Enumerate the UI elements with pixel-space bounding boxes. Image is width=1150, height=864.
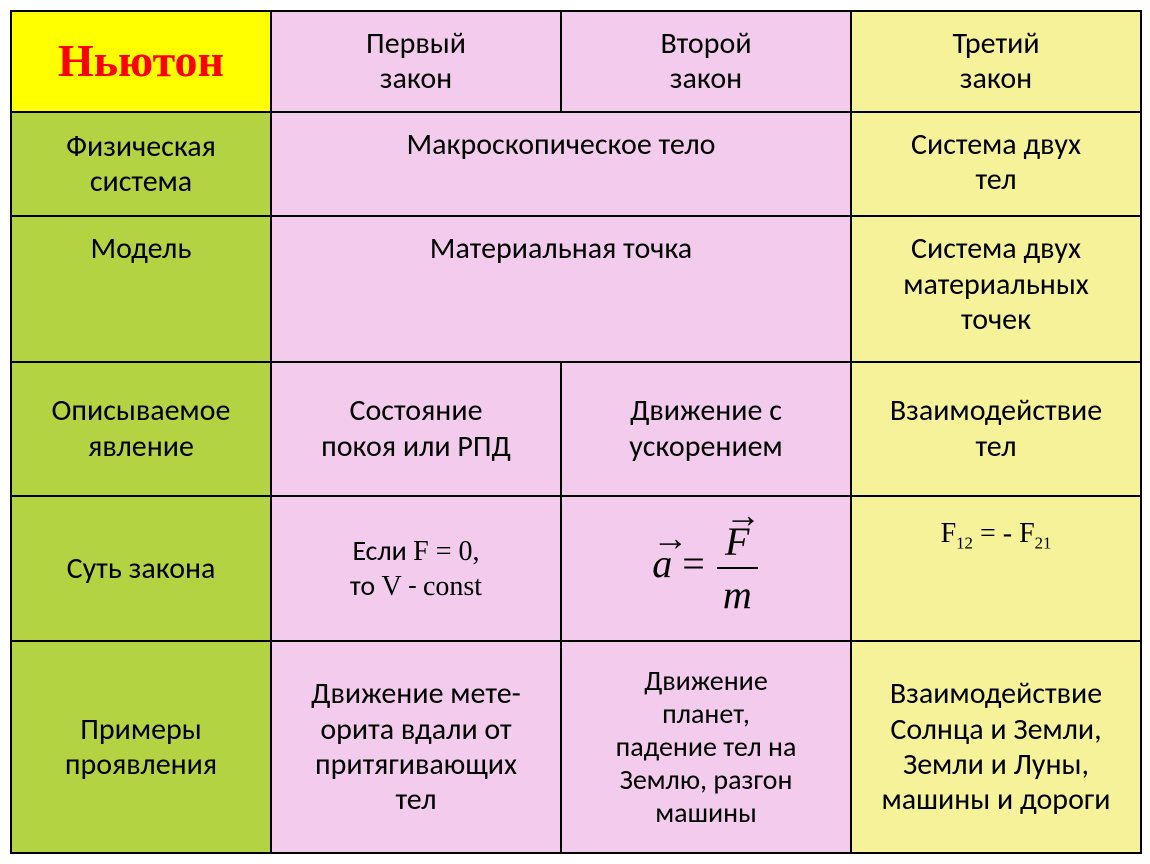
row-label-phenomenon: Описываемое явление <box>11 362 271 496</box>
vector-F: →F <box>725 518 749 565</box>
text: Физическая <box>66 128 216 165</box>
numerator: →F <box>717 518 758 567</box>
row-label-model: Модель <box>11 216 271 361</box>
cell-macroscopic-body: Макроскопическое тело <box>271 112 851 217</box>
cell-material-point: Материальная точка <box>271 216 851 361</box>
fraction: →Fm <box>715 518 760 618</box>
cell-two-material-points: Система двух материальных точек <box>851 216 1141 361</box>
subscript: 12 <box>956 533 973 552</box>
text: - <box>402 568 423 603</box>
formula-line: Если F = 0, <box>352 533 479 568</box>
table-row: Физическая система Макроскопическое тело… <box>11 112 1141 217</box>
row-label-physical-system: Физическая система <box>11 112 271 217</box>
text: Движение мете- <box>311 675 521 712</box>
row-label-essence: Суть закона <box>11 496 271 641</box>
text: Второй <box>660 25 751 62</box>
header-third-law: Третий закон <box>851 11 1141 112</box>
table-row: Примеры проявления Движение мете- орита … <box>11 641 1141 853</box>
text: планет, <box>662 696 750 731</box>
text: покоя или РПД <box>321 428 511 465</box>
text: Взаимодействие <box>890 392 1102 429</box>
math: = - <box>973 518 1019 549</box>
text: точек <box>961 301 1031 338</box>
text: Система двух <box>911 230 1081 267</box>
cell-example-third-law: Взаимодействие Солнца и Земли, Земли и Л… <box>851 641 1141 853</box>
table-title: Ньютон <box>58 35 224 86</box>
text: Материальная точка <box>430 230 692 267</box>
text: то <box>350 568 382 603</box>
table-title-cell: Ньютон <box>11 11 271 112</box>
text: Состояние <box>349 392 482 429</box>
text: падение тел на <box>616 729 797 764</box>
math: F <box>941 518 957 549</box>
text: Примеры <box>80 711 202 748</box>
text: закон <box>670 60 742 97</box>
text: машины и дороги <box>882 781 1111 818</box>
text: ускорением <box>629 428 782 465</box>
text: Если <box>352 533 413 568</box>
cell-first-law-formula: Если F = 0, то V - const <box>271 496 561 641</box>
text: Суть закона <box>67 550 216 587</box>
text: Модель <box>91 230 192 267</box>
cell-example-second-law: Движение планет, падение тел на Землю, р… <box>561 641 851 853</box>
math: F = 0, <box>413 536 479 567</box>
text: Макроскопическое тело <box>407 126 716 163</box>
text: закон <box>380 60 452 97</box>
cell-interaction: Взаимодействие тел <box>851 362 1141 496</box>
cell-two-bodies: Система двух тел <box>851 112 1141 217</box>
text: Землю, разгон <box>620 762 793 797</box>
text: притягивающих <box>315 746 517 783</box>
text: Движение <box>644 663 768 698</box>
text: Солнца и Земли, <box>890 711 1101 748</box>
table-row: Модель Материальная точка Система двух м… <box>11 216 1141 361</box>
text: система <box>90 163 192 200</box>
text: тел <box>975 161 1016 198</box>
text: тел <box>395 781 436 818</box>
cell-third-law-formula: F12 = - F21 <box>851 496 1141 641</box>
header-second-law: Второй закон <box>561 11 851 112</box>
header-first-law: Первый закон <box>271 11 561 112</box>
cell-acceleration: Движение с ускорением <box>561 362 851 496</box>
text: закон <box>960 60 1032 97</box>
text: машины <box>655 795 757 830</box>
math: F <box>1019 518 1035 549</box>
math: const <box>423 571 482 602</box>
vector-arrow-icon: → <box>652 520 672 556</box>
text: явление <box>88 428 194 465</box>
vector-a: →a <box>652 540 672 587</box>
text: Взаимодействие <box>890 675 1102 712</box>
formula: →a = →Fm <box>652 541 759 586</box>
formula: F12 = - F21 <box>941 518 1052 549</box>
formula-line: то V - const <box>350 568 482 603</box>
text: Третий <box>952 25 1039 62</box>
newton-laws-table: Ньютон Первый закон Второй закон Третий … <box>10 10 1142 854</box>
math: V <box>382 571 402 602</box>
text: Земли и Луны, <box>903 746 1089 783</box>
table-header-row: Ньютон Первый закон Второй закон Третий … <box>11 11 1141 112</box>
vector-arrow-icon: → <box>725 497 749 533</box>
text: Первый <box>366 25 466 62</box>
cell-second-law-formula: →a = →Fm <box>561 496 851 641</box>
table-row: Суть закона Если F = 0, то V - const →a … <box>11 496 1141 641</box>
text: Система двух <box>911 126 1081 163</box>
text: Движение с <box>630 392 782 429</box>
subscript: 21 <box>1035 533 1052 552</box>
text: проявления <box>65 746 217 783</box>
row-label-examples: Примеры проявления <box>11 641 271 853</box>
table-row: Описываемое явление Состояние покоя или … <box>11 362 1141 496</box>
text: орита вдали от <box>320 711 511 748</box>
text: материальных <box>903 266 1089 303</box>
cell-rest-state: Состояние покоя или РПД <box>271 362 561 496</box>
denominator: m <box>717 567 758 618</box>
text: тел <box>975 428 1016 465</box>
text: Описываемое <box>52 392 231 429</box>
cell-example-first-law: Движение мете- орита вдали от притягиваю… <box>271 641 561 853</box>
